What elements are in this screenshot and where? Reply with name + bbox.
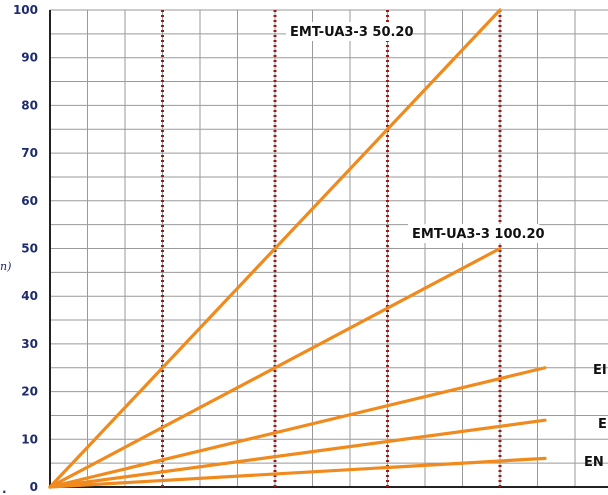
y-tick-label: 10: [21, 432, 38, 446]
y-tick-label: 40: [21, 289, 38, 303]
series-line-5: [48, 456, 547, 489]
y-tick-label: 30: [21, 337, 38, 351]
y-tick-label: 20: [21, 385, 38, 399]
y-tick-label: 60: [21, 194, 38, 208]
y-tick-label: 100: [13, 3, 38, 17]
series-lines: [48, 8, 547, 489]
y-axis-label: n): [0, 260, 11, 273]
y-tick-label: 50: [21, 242, 38, 256]
series-label-2: EMT-UA3-3 100.20: [412, 227, 545, 242]
y-tick-label: 0: [30, 480, 38, 494]
series-line-4: [48, 418, 547, 489]
series-line-3: [48, 366, 547, 489]
series-label-background: [408, 224, 540, 243]
series-labels: EMT-UA3-3 50.20 EMT-UA3-3 100.20 EI E EN: [286, 22, 607, 470]
y-tick-label: 90: [21, 51, 38, 65]
x-axis-marker: .: [2, 482, 7, 495]
series-line-2: [48, 246, 502, 489]
series-label-4: E: [598, 417, 607, 432]
y-tick-label: 70: [21, 146, 38, 160]
series-label-background: [286, 22, 409, 41]
y-tick-label: 80: [21, 98, 38, 112]
series-label-5: EN: [584, 455, 604, 470]
chart-grid: [49, 9, 608, 488]
series-line-1: [48, 8, 502, 489]
series-label-1: EMT-UA3-3 50.20: [290, 25, 414, 40]
y-tick-labels: 0 10 20 30 40 50 60 70 80 90 100: [13, 3, 38, 494]
series-label-3: EI: [593, 363, 607, 378]
